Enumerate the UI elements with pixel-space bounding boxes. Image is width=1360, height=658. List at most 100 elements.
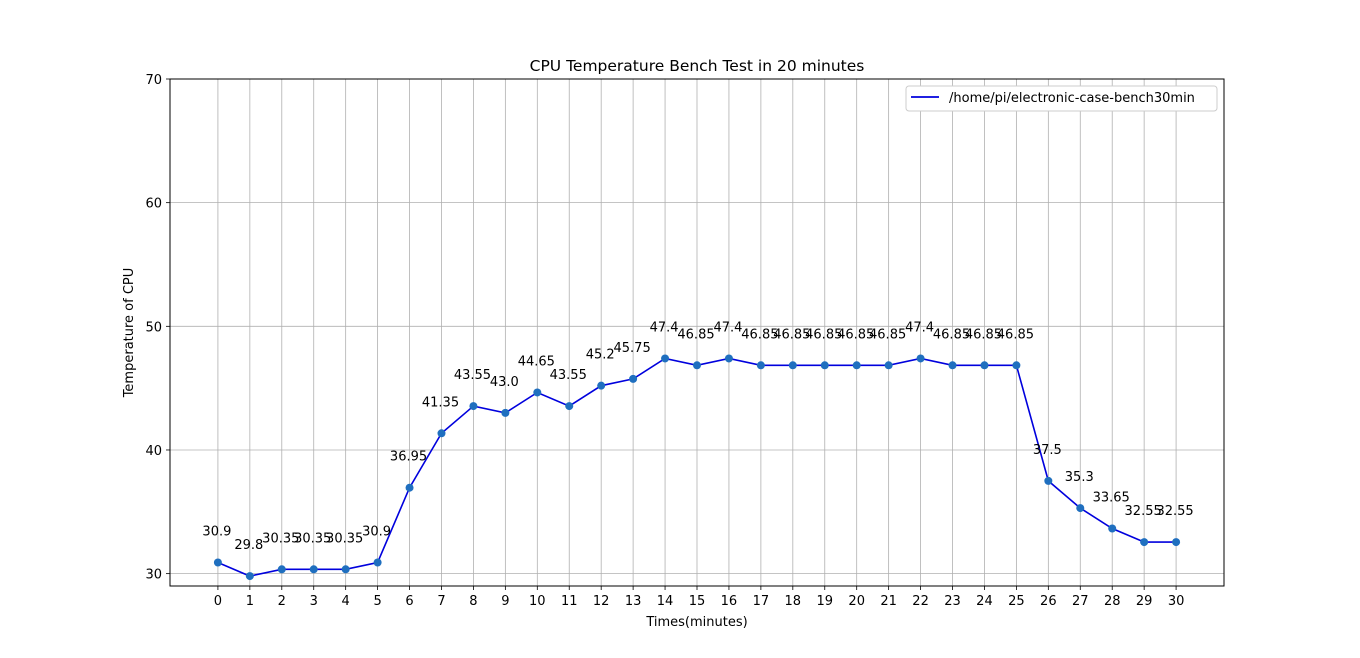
data-point: [661, 354, 670, 363]
data-point: [597, 381, 606, 390]
data-point: [277, 565, 286, 574]
x-tick-label: 10: [529, 594, 546, 609]
data-point: [756, 361, 765, 370]
data-label: 43.0: [490, 375, 519, 390]
data-point: [245, 572, 254, 581]
x-tick-label: 21: [880, 594, 897, 609]
data-label: 30.35: [326, 531, 363, 546]
data-point: [341, 565, 350, 574]
data-point: [916, 354, 925, 363]
x-tick-label: 22: [912, 594, 929, 609]
data-label: 45.2: [586, 348, 615, 363]
chart-title: CPU Temperature Bench Test in 20 minutes: [530, 57, 865, 75]
data-label: 35.3: [1065, 470, 1094, 485]
data-label: 45.75: [614, 341, 651, 356]
data-label: 30.9: [202, 525, 231, 540]
x-tick-label: 15: [689, 594, 706, 609]
legend: /home/pi/electronic-case-bench30min: [905, 85, 1218, 112]
data-point: [533, 388, 542, 397]
x-tick-label: 16: [721, 594, 738, 609]
x-tick-label: 23: [944, 594, 961, 609]
data-label: 46.85: [773, 327, 810, 342]
x-tick-label: 20: [848, 594, 865, 609]
data-label: 33.65: [1093, 490, 1130, 505]
y-tick-label: 40: [145, 444, 162, 459]
data-point: [309, 565, 318, 574]
data-point: [629, 374, 638, 383]
x-tick-label: 12: [593, 594, 610, 609]
x-tick-label: 6: [405, 594, 413, 609]
x-tick-label: 26: [1040, 594, 1057, 609]
data-label: 47.4: [713, 320, 742, 335]
data-point: [820, 361, 829, 370]
data-label: 43.55: [550, 368, 587, 383]
data-point: [405, 483, 414, 492]
data-point: [1140, 538, 1149, 547]
data-point: [693, 361, 701, 370]
x-tick-label: 17: [753, 594, 770, 609]
y-tick-label: 70: [145, 73, 162, 88]
x-tick-label: 24: [976, 594, 993, 609]
x-tick-label: 29: [1136, 594, 1153, 609]
data-label: 46.85: [741, 327, 778, 342]
x-tick-label: 28: [1104, 594, 1121, 609]
data-label: 30.35: [294, 531, 331, 546]
x-tick-label: 9: [501, 594, 509, 609]
x-tick-label: 5: [373, 594, 381, 609]
y-axis-label: Temperature of CPU: [122, 268, 137, 399]
x-tick-label: 0: [214, 594, 222, 609]
data-point: [1108, 524, 1117, 533]
data-label: 47.4: [905, 320, 934, 335]
data-point: [948, 361, 957, 370]
data-label: 46.85: [965, 327, 1002, 342]
data-label: 46.85: [869, 327, 906, 342]
data-label: 30.35: [262, 531, 299, 546]
data-label: 46.85: [933, 327, 970, 342]
x-tick-label: 30: [1168, 594, 1185, 609]
legend-entry-label: /home/pi/electronic-case-bench30min: [949, 91, 1195, 106]
data-point: [501, 408, 510, 417]
data-label: 46.85: [837, 327, 874, 342]
x-tick-label: 14: [657, 594, 674, 609]
data-point: [213, 558, 222, 567]
data-point: [884, 361, 893, 370]
data-point: [1172, 538, 1181, 547]
data-label: 46.85: [997, 327, 1034, 342]
x-tick-label: 3: [310, 594, 318, 609]
x-tick-label: 4: [342, 594, 350, 609]
x-tick-label: 18: [785, 594, 802, 609]
data-point: [373, 558, 382, 567]
data-label: 30.9: [362, 525, 391, 540]
data-label: 44.65: [518, 354, 555, 369]
y-axis-ticks: 30 40 50 60 70: [145, 73, 170, 583]
x-tick-label: 7: [437, 594, 445, 609]
data-point: [469, 402, 478, 411]
data-label: 41.35: [422, 395, 459, 410]
y-tick-label: 30: [145, 568, 162, 583]
x-tick-label: 13: [625, 594, 642, 609]
data-label: 43.55: [454, 368, 491, 383]
data-point: [1076, 504, 1085, 513]
x-tick-label: 25: [1008, 594, 1025, 609]
data-label: 37.5: [1033, 443, 1062, 458]
data-point: [852, 361, 861, 370]
data-point: [724, 354, 733, 363]
data-label: 29.8: [234, 538, 263, 553]
data-label: 36.95: [390, 450, 427, 465]
legend-box: [905, 85, 1218, 112]
data-label: 46.85: [805, 327, 842, 342]
x-tick-label: 27: [1072, 594, 1089, 609]
data-point: [788, 361, 797, 370]
data-point: [980, 361, 989, 370]
data-point: [1012, 361, 1021, 370]
data-labels: 30.929.830.3530.3530.3530.936.9541.3543.…: [202, 320, 1193, 553]
x-axis-label: Times(minutes): [645, 615, 747, 630]
data-label: 47.4: [650, 320, 679, 335]
data-point: [565, 402, 574, 411]
data-point: [1044, 476, 1053, 485]
x-tick-label: 2: [278, 594, 286, 609]
series-layer: [213, 354, 1181, 581]
data-label: 32.55: [1125, 504, 1162, 519]
x-axis-ticks: 0 1 2 3 4 5 6 7 8 9 10 11 12 13 14 15 16 17 18 19 20 21 22 23 24…: [214, 586, 1185, 609]
